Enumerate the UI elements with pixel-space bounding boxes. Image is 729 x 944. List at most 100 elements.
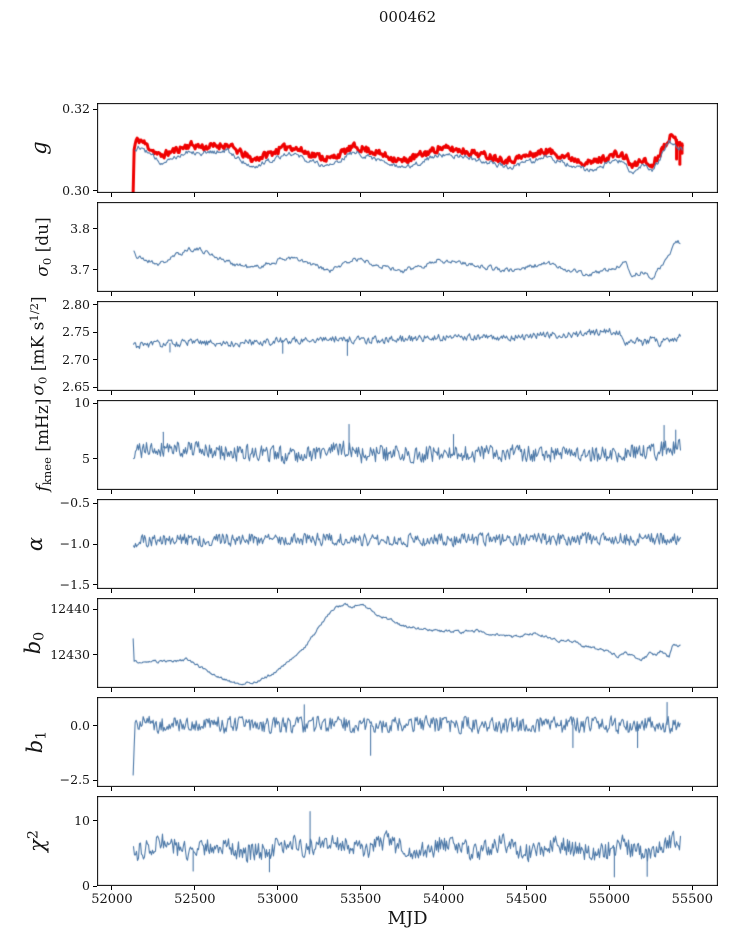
x-axis-label: MJD: [387, 908, 428, 929]
x-tick-label: 54500: [505, 892, 548, 907]
x-tick-mark: [360, 589, 362, 593]
y-tick-mark: [93, 584, 97, 586]
y-tick-label-b0: 12440: [50, 601, 90, 617]
x-tick-mark: [111, 490, 113, 494]
x-tick-mark: [194, 787, 196, 791]
x-tick-mark: [443, 292, 445, 296]
y-tick-mark: [93, 228, 97, 230]
x-tick-mark: [525, 688, 527, 692]
subplot-canvas-sigma0-du: [97, 202, 718, 292]
x-tick-mark: [111, 886, 113, 890]
y-tick-label-b0: 12430: [50, 646, 90, 662]
x-tick-mark: [360, 391, 362, 395]
y-tick-mark: [93, 108, 97, 110]
x-tick-mark: [691, 886, 693, 890]
x-tick-mark: [608, 589, 610, 593]
y-tick-label-sigma0-mK: 2.75: [62, 324, 90, 340]
y-tick-label-sigma0-du: 3.7: [70, 261, 90, 277]
y-axis-label-segment: χ: [25, 839, 49, 852]
x-tick-mark: [525, 886, 527, 890]
x-tick-mark: [360, 193, 362, 197]
x-tick-label: 52000: [91, 892, 133, 907]
x-tick-label: 52500: [174, 892, 216, 907]
y-tick-mark: [93, 331, 97, 333]
y-tick-label-fknee: 5: [82, 450, 90, 466]
x-tick-label: 53000: [257, 892, 299, 907]
x-tick-mark: [277, 391, 279, 395]
x-tick-mark: [360, 886, 362, 890]
x-tick-mark: [608, 886, 610, 890]
x-tick-mark: [443, 787, 445, 791]
x-tick-mark: [443, 193, 445, 197]
x-tick-mark: [194, 292, 196, 296]
x-tick-mark: [525, 193, 527, 197]
y-tick-label-sigma0-mK: 2.80: [62, 296, 90, 312]
y-tick-label-alpha: −1.5: [59, 576, 90, 592]
x-tick-mark: [691, 193, 693, 197]
x-tick-mark: [525, 292, 527, 296]
x-tick-mark: [111, 391, 113, 395]
x-tick-mark: [691, 391, 693, 395]
y-axis-label-segment: 1/2: [27, 303, 41, 322]
x-tick-mark: [194, 886, 196, 890]
x-tick-mark: [691, 787, 693, 791]
y-axis-label-chi2: χ2: [25, 731, 51, 944]
x-tick-mark: [608, 193, 610, 197]
x-tick-mark: [691, 292, 693, 296]
x-tick-mark: [194, 490, 196, 494]
x-tick-label: 55500: [671, 892, 713, 907]
y-tick-label-chi2: 0: [82, 878, 90, 893]
x-tick-mark: [194, 688, 196, 692]
x-tick-mark: [525, 391, 527, 395]
x-tick-mark: [443, 589, 445, 593]
x-tick-mark: [443, 391, 445, 395]
y-tick-mark: [93, 304, 97, 306]
x-tick-mark: [608, 292, 610, 296]
x-tick-mark: [277, 292, 279, 296]
x-tick-mark: [360, 490, 362, 494]
y-tick-label-b1: −2.5: [59, 772, 90, 788]
x-tick-mark: [443, 688, 445, 692]
x-tick-mark: [360, 787, 362, 791]
x-tick-label: 55000: [588, 892, 631, 907]
x-tick-mark: [194, 193, 196, 197]
y-tick-label-g: 0.30: [62, 182, 90, 198]
subplot-canvas-fknee: [97, 400, 718, 490]
x-tick-mark: [111, 292, 113, 296]
y-tick-mark: [93, 386, 97, 388]
x-tick-label: 54000: [422, 892, 465, 907]
x-tick-mark: [111, 688, 113, 692]
y-tick-mark: [93, 402, 97, 404]
subplot-canvas-b1: [97, 697, 718, 787]
y-tick-mark: [93, 190, 97, 192]
y-tick-mark: [93, 820, 97, 822]
x-tick-mark: [691, 490, 693, 494]
y-tick-mark: [93, 885, 97, 887]
y-tick-label-fknee: 10: [74, 395, 90, 411]
y-tick-mark: [93, 458, 97, 460]
x-tick-mark: [691, 589, 693, 593]
x-tick-mark: [608, 688, 610, 692]
subplot-canvas-sigma0-mK: [97, 301, 718, 391]
x-tick-label: 53500: [339, 892, 382, 907]
figure-title: 000462: [378, 8, 437, 26]
y-tick-label-sigma0-du: 3.8: [70, 220, 90, 236]
y-tick-mark: [93, 725, 97, 727]
x-tick-mark: [277, 886, 279, 890]
x-tick-mark: [443, 490, 445, 494]
y-axis-label-segment: ]: [28, 296, 49, 304]
x-tick-mark: [525, 589, 527, 593]
x-tick-mark: [277, 787, 279, 791]
subplot-canvas-alpha: [97, 499, 718, 589]
x-tick-mark: [194, 391, 196, 395]
y-tick-label-alpha: −0.5: [59, 495, 90, 511]
x-tick-mark: [525, 787, 527, 791]
x-tick-mark: [194, 589, 196, 593]
x-tick-mark: [443, 886, 445, 890]
x-tick-mark: [360, 688, 362, 692]
y-tick-label-sigma0-mK: 2.70: [62, 351, 90, 367]
x-tick-mark: [277, 490, 279, 494]
x-tick-mark: [691, 688, 693, 692]
y-tick-label-b1: 0.0: [70, 717, 90, 733]
